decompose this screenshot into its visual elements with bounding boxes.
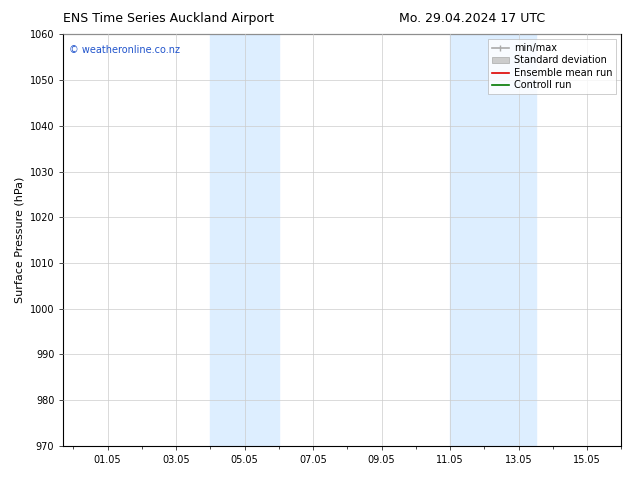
Text: Mo. 29.04.2024 17 UTC: Mo. 29.04.2024 17 UTC (399, 12, 545, 25)
Legend: min/max, Standard deviation, Ensemble mean run, Controll run: min/max, Standard deviation, Ensemble me… (488, 39, 616, 94)
Bar (450, 34, 536, 446)
Bar (210, 34, 279, 446)
Text: © weatheronline.co.nz: © weatheronline.co.nz (69, 45, 180, 54)
Text: ENS Time Series Auckland Airport: ENS Time Series Auckland Airport (63, 12, 275, 25)
Y-axis label: Surface Pressure (hPa): Surface Pressure (hPa) (14, 177, 24, 303)
